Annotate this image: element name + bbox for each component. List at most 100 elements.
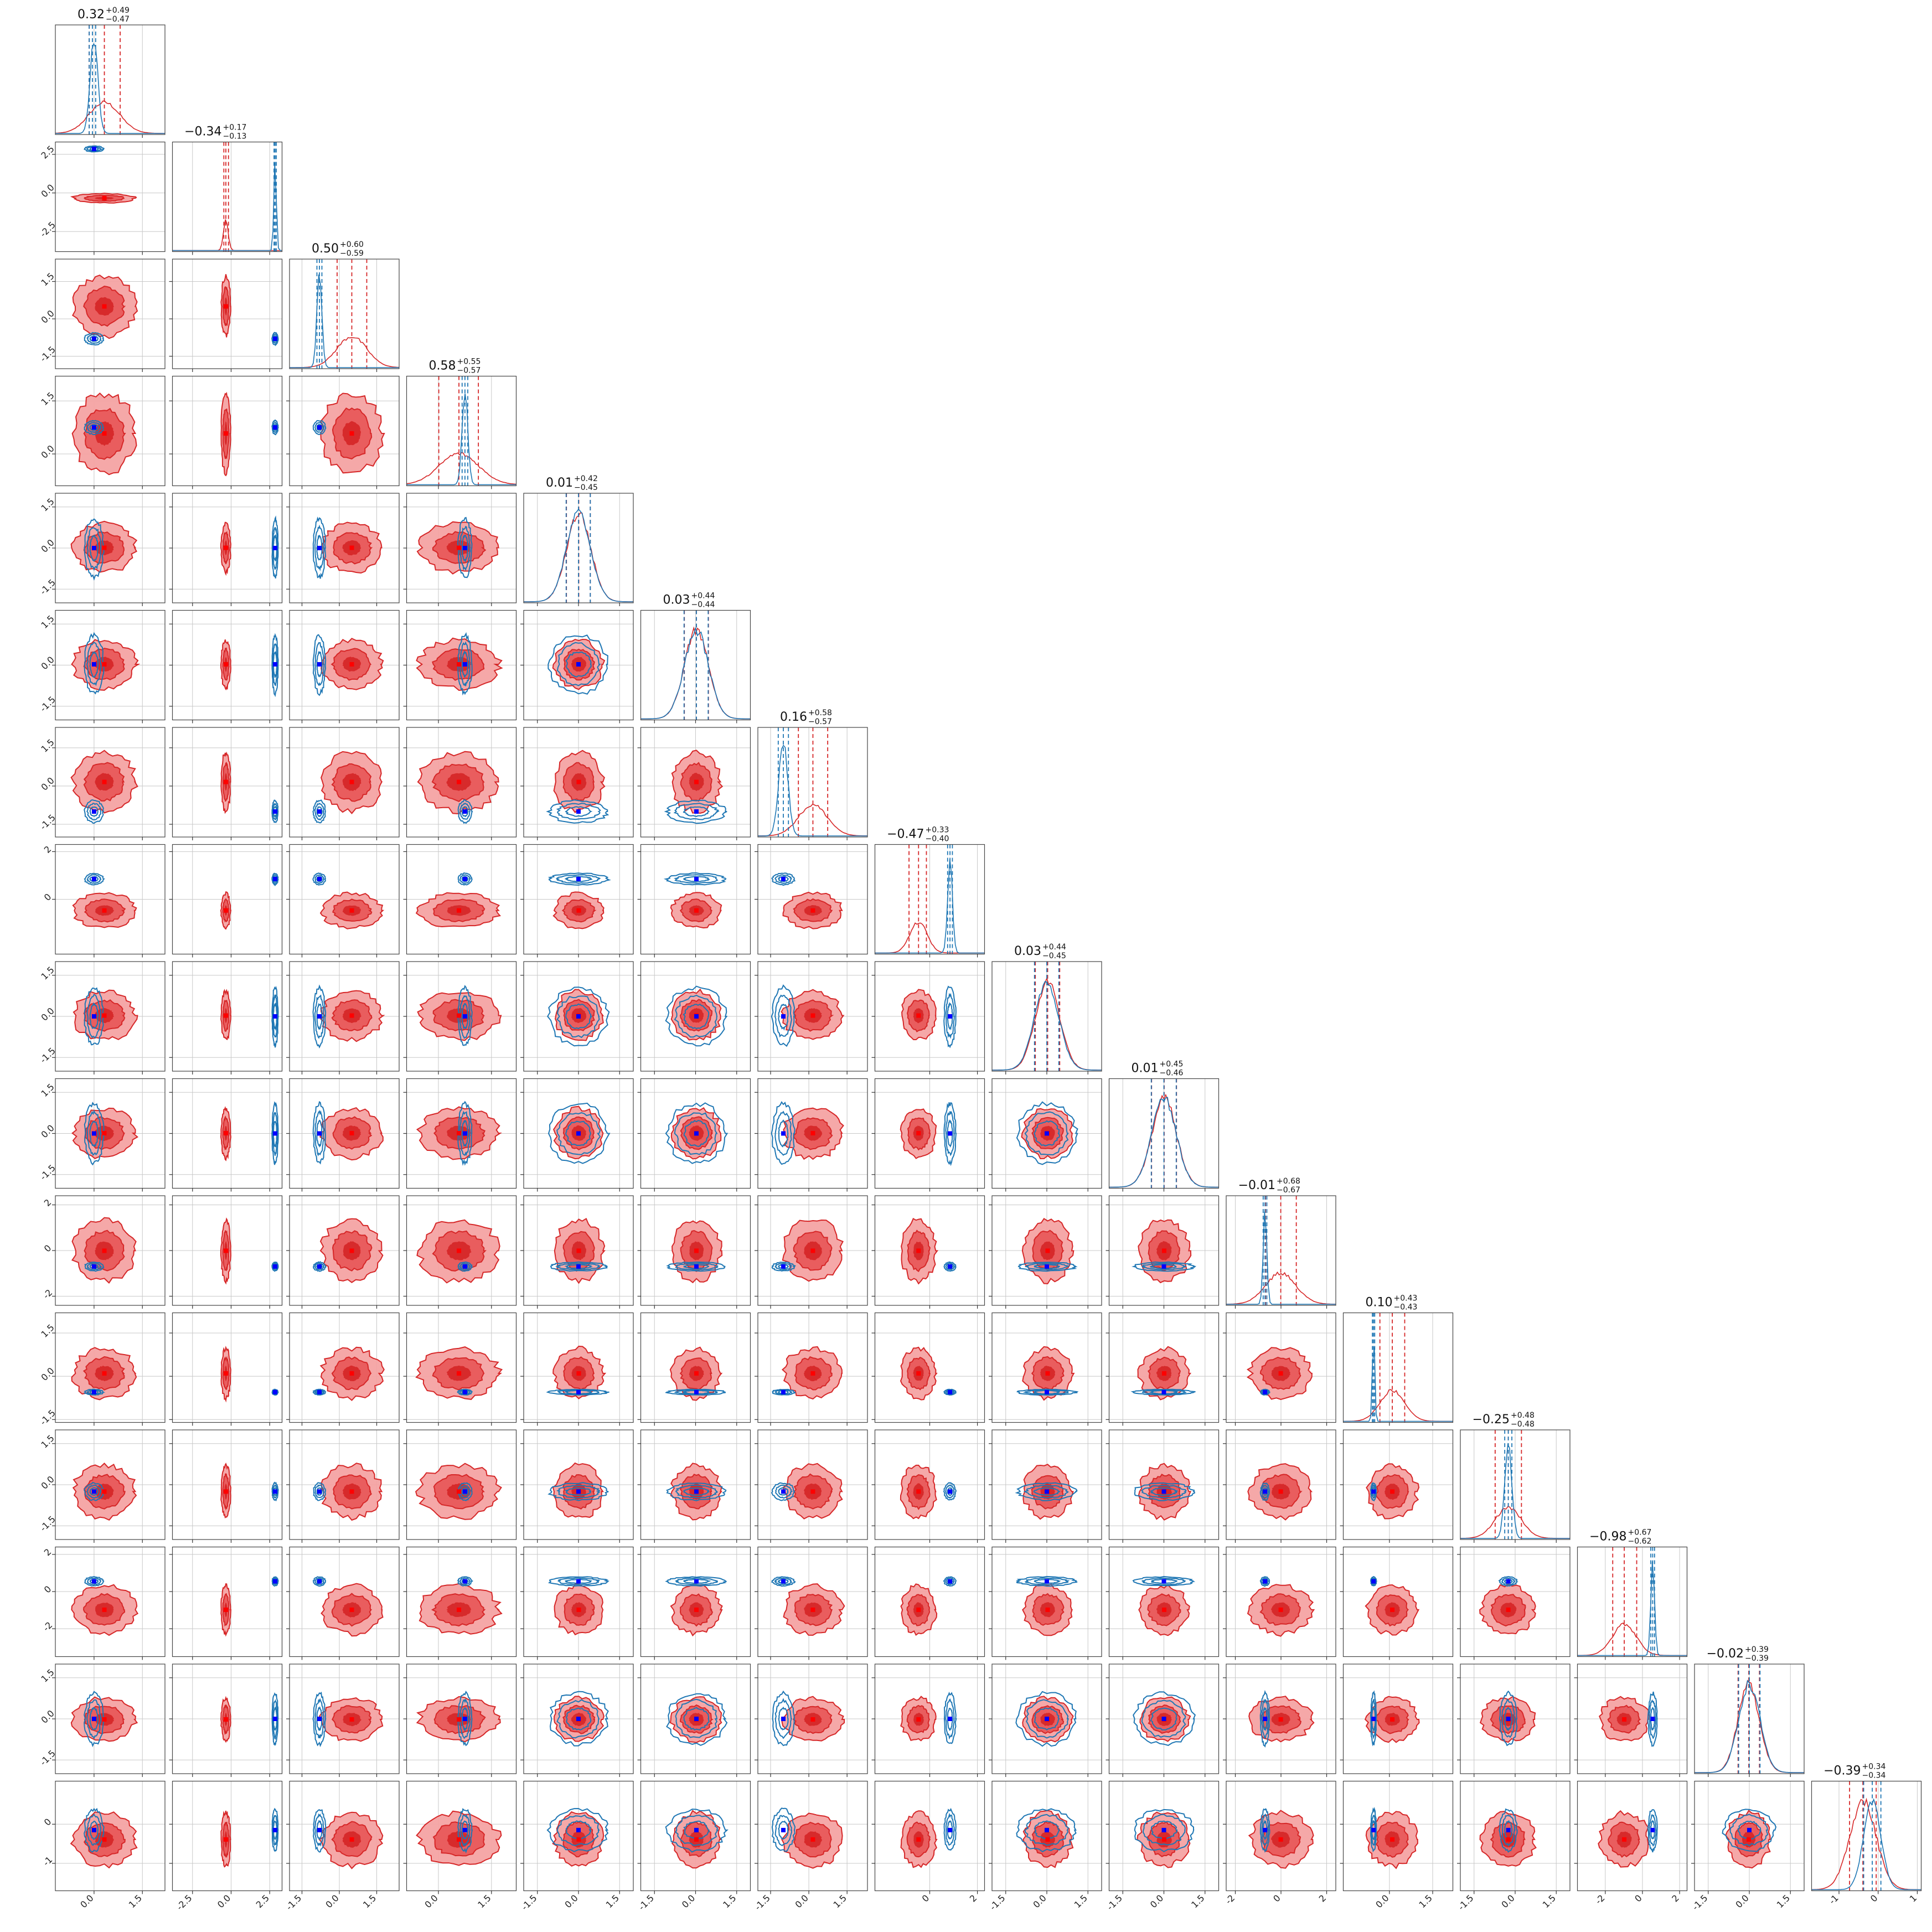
blue-contour (555, 1263, 601, 1270)
x-tick-label: 1.5 (1072, 1893, 1089, 1910)
blue-contour (86, 1484, 101, 1499)
blue-contour (1026, 1699, 1070, 1739)
red-marker (1506, 1607, 1511, 1612)
panel-content (1577, 1547, 1687, 1657)
x-tick-label: -1.5 (1105, 1893, 1125, 1913)
panel-content (1460, 1547, 1570, 1657)
y-tick-label: -1.5 (38, 1514, 58, 1534)
panel-content (524, 1196, 633, 1305)
blue-contour (665, 1809, 729, 1853)
panel-8-3 (403, 961, 517, 1075)
param-title-minus: −0.59 (340, 249, 364, 258)
panel-14-3 (403, 1664, 517, 1777)
blue-contour (564, 1579, 593, 1584)
param-title-plus: +0.58 (808, 709, 832, 717)
blue-contour (271, 799, 279, 823)
blue-contour (316, 423, 323, 431)
blue-contour (312, 984, 327, 1049)
blue-contour (1647, 1691, 1658, 1747)
blue-contour (564, 876, 593, 882)
panel-frame (1342, 1312, 1454, 1423)
red-marker (349, 1489, 354, 1494)
panel-15-15: −0.39 +0.34−0.34 -1 0 1 (1811, 1763, 1922, 1907)
panel-content (992, 1664, 1102, 1774)
red-marker (223, 545, 228, 550)
red-marker (223, 908, 228, 913)
panel-content (290, 1547, 399, 1657)
panel-content (1343, 1664, 1453, 1774)
panel-content (524, 1078, 633, 1189)
panel-frame (172, 1312, 283, 1423)
panel-6-5 (637, 727, 751, 840)
red-marker (810, 908, 815, 913)
panel-7-7: −0.47 +0.33−0.40 (874, 826, 985, 958)
blue-contour (86, 642, 102, 686)
panel-frame (1577, 1780, 1688, 1892)
panel-content (875, 1664, 985, 1774)
y-tick-label: 0 (42, 891, 54, 903)
blue-contour (314, 1484, 325, 1499)
panel-content (55, 1781, 165, 1891)
panel-9-4 (520, 1078, 634, 1192)
red-marker (223, 1717, 228, 1722)
panel-8-4 (520, 961, 634, 1075)
panel-content (875, 1430, 985, 1540)
blue-contour (1140, 1485, 1187, 1499)
panel-6-6: 0.16 +0.58−0.57 (757, 709, 868, 840)
blue-marker (1161, 1579, 1166, 1584)
blue-contour (457, 1808, 473, 1854)
param-title-plus: +0.17 (223, 123, 247, 132)
red-marker (102, 431, 107, 436)
blue-contour (461, 1487, 469, 1496)
blue-contour (550, 1261, 608, 1272)
red-marker (1278, 1717, 1283, 1722)
blue-contour (556, 803, 601, 820)
panel-12-5 (637, 1429, 751, 1543)
blue-contour (461, 806, 469, 817)
red-marker (102, 1607, 107, 1612)
panel-content (640, 1781, 751, 1891)
param-title-plus: +0.34 (1862, 1763, 1886, 1771)
red-marker (223, 1371, 228, 1376)
blue-marker (1045, 1579, 1049, 1584)
y-tick-label: 0.0 (39, 1366, 56, 1383)
red-marker (1161, 1248, 1166, 1253)
x-tick-label: 0.0 (323, 1893, 340, 1910)
blue-contour (1501, 1698, 1516, 1738)
blue-contour (565, 651, 592, 678)
blue-contour (84, 1575, 105, 1587)
y-tick-label: 0.0 (39, 443, 56, 460)
panel-frame (172, 727, 283, 838)
panel-frame (289, 1780, 400, 1892)
y-tick-label: -1.5 (38, 577, 58, 597)
panel-12-6 (755, 1429, 868, 1543)
blue-contour (84, 987, 105, 1046)
panel-content (55, 1547, 165, 1657)
blue-marker (91, 337, 96, 341)
panel-content (1695, 1781, 1804, 1891)
blue-contour (1150, 1707, 1177, 1731)
panel-content (524, 610, 633, 720)
blue-contour (546, 799, 609, 824)
panel-5-0: -1.5 0.0 1.5 (38, 609, 166, 724)
blue-marker (462, 662, 467, 667)
panel-14-12 (1457, 1664, 1571, 1777)
panel-6-1 (169, 727, 283, 840)
blue-contour (683, 1707, 710, 1731)
blue-marker (948, 1827, 953, 1832)
panel-frame (289, 1546, 400, 1657)
blue-contour (1259, 1482, 1270, 1501)
x-tick-label: 0.0 (78, 1893, 95, 1910)
blue-marker (317, 1579, 322, 1584)
x-tick-label: 1.5 (127, 1893, 144, 1910)
red-marker (694, 1371, 699, 1376)
param-title-value: 0.03 (1014, 944, 1041, 958)
panel-content (524, 1430, 633, 1540)
blue-contour (673, 874, 719, 884)
red-marker (102, 779, 107, 784)
blue-marker (272, 1131, 277, 1136)
panel-content (1343, 1547, 1453, 1657)
y-tick-label: 0.0 (39, 1474, 56, 1491)
blue-marker (272, 337, 277, 341)
panel-14-13 (1574, 1664, 1688, 1777)
